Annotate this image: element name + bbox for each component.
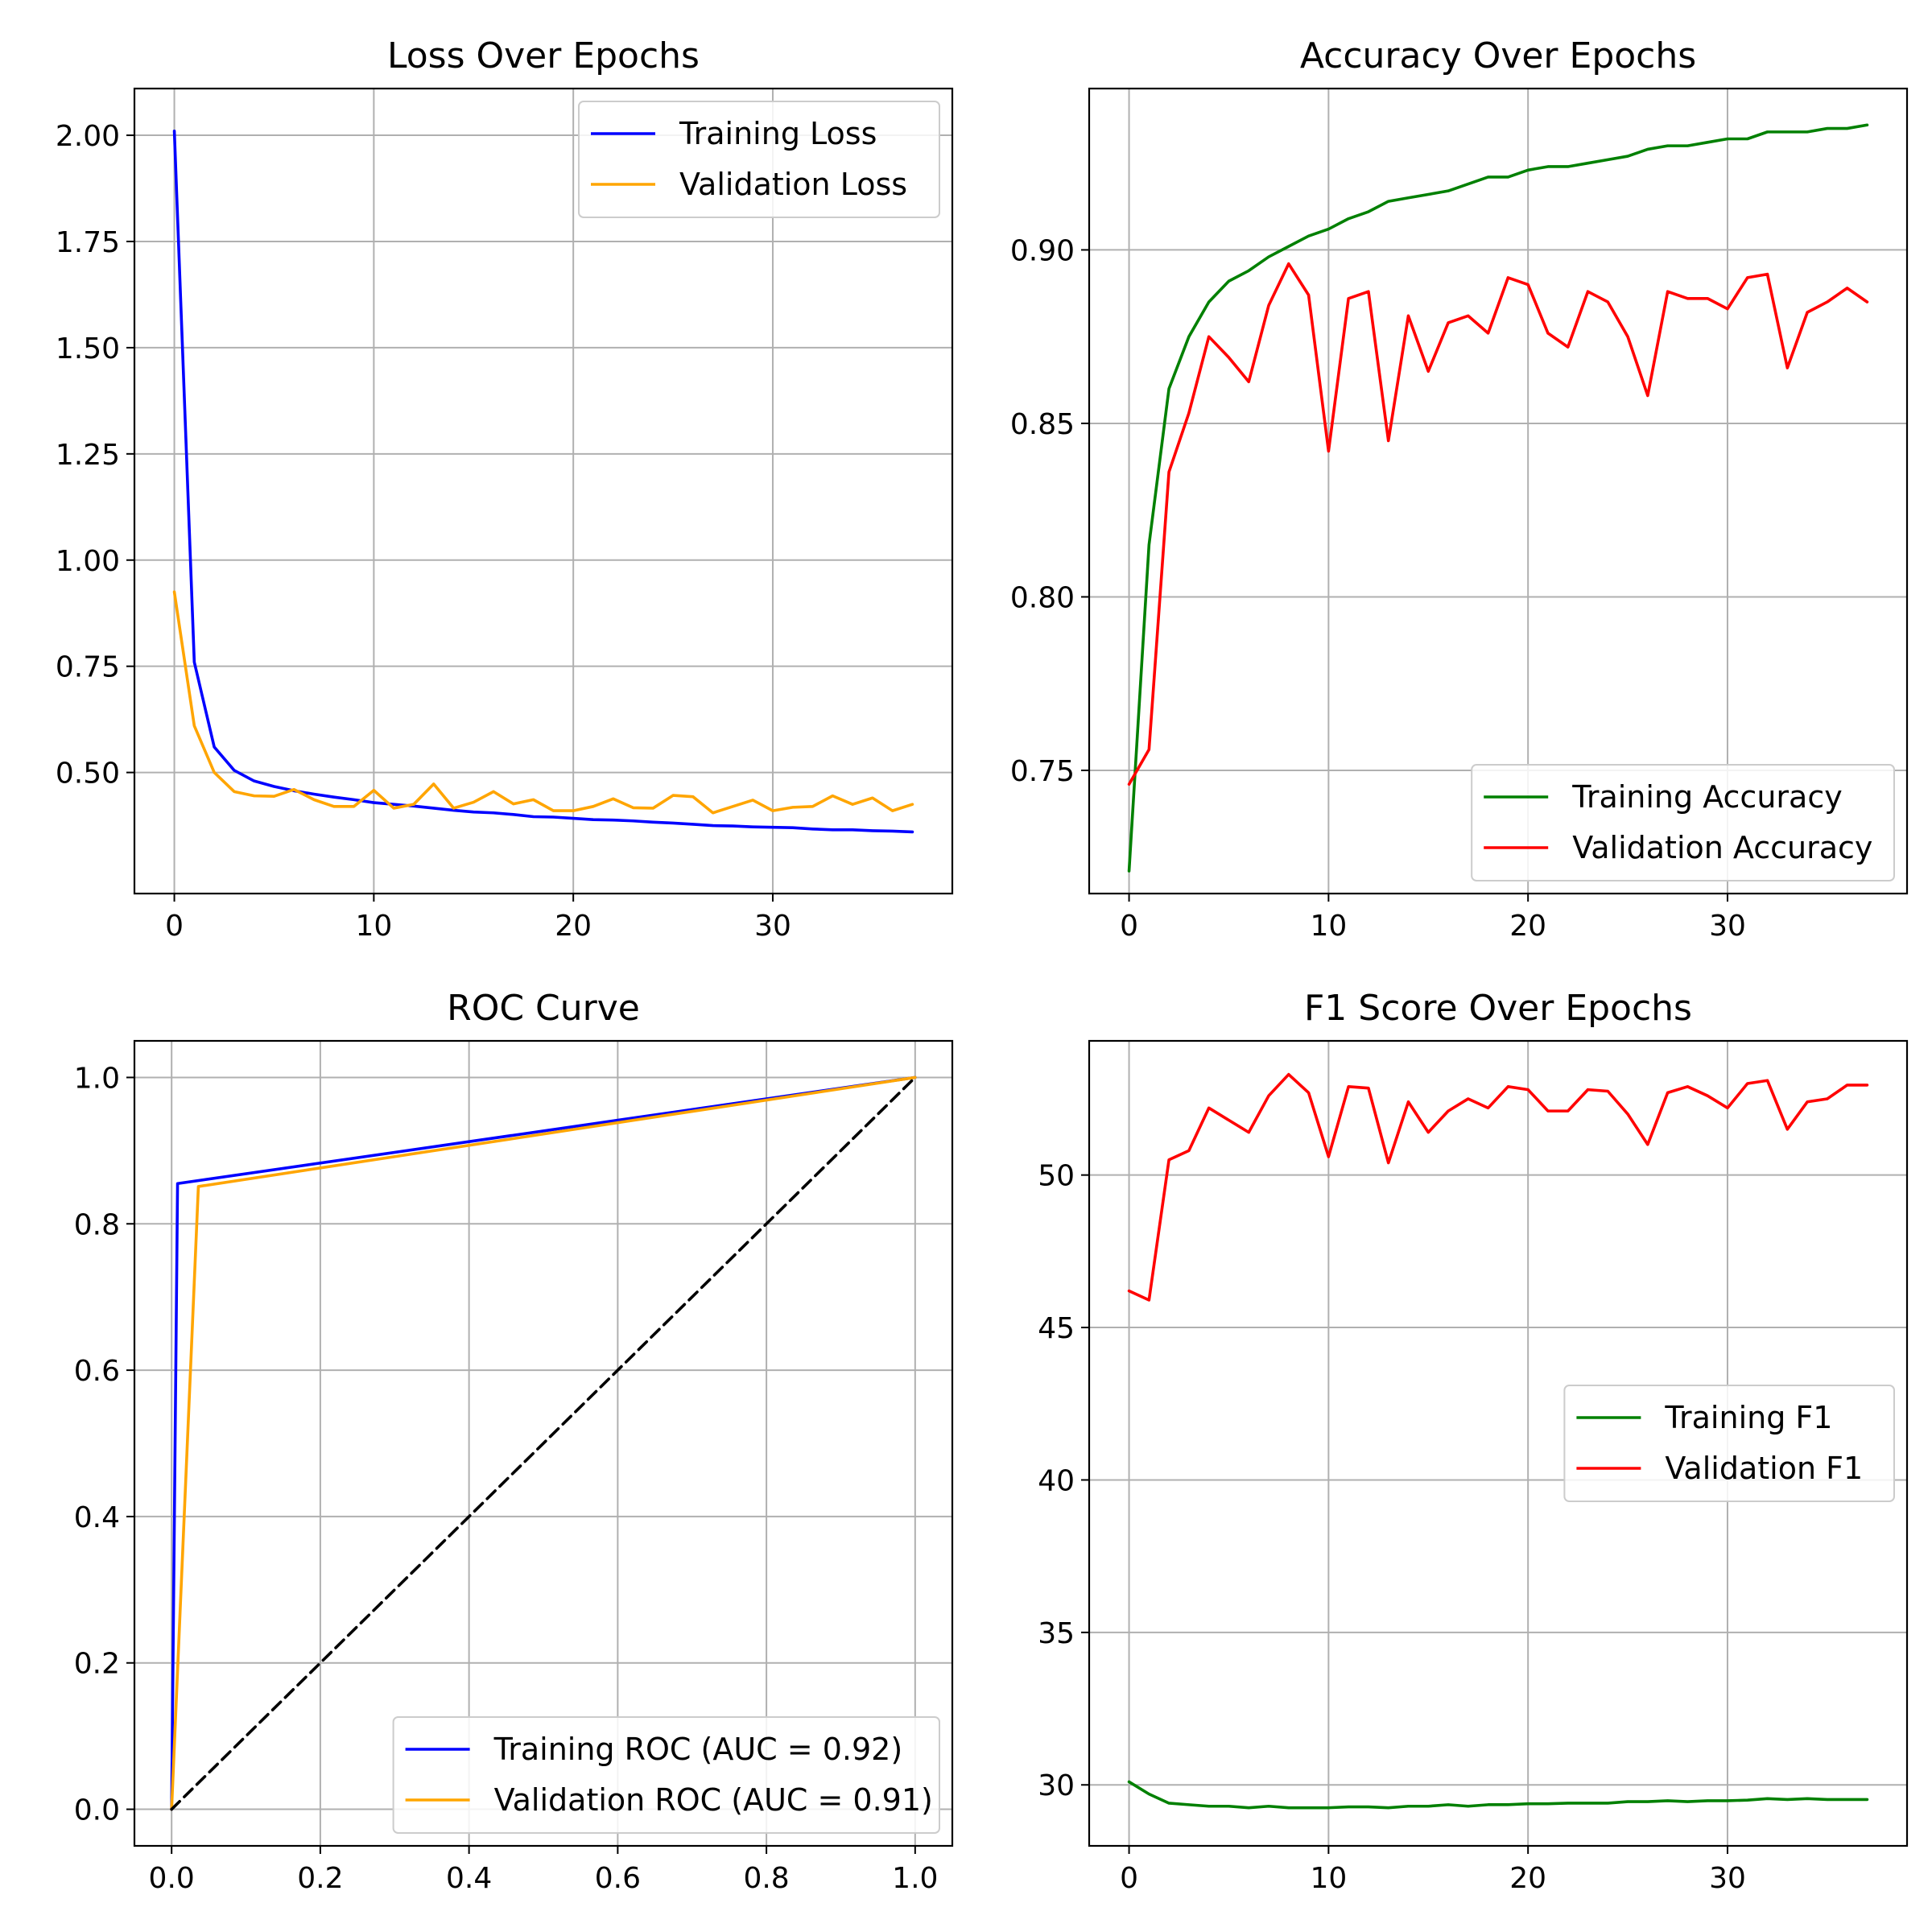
y-tick-label: 0.80 <box>1010 581 1075 614</box>
y-tick-label: 1.25 <box>56 439 120 472</box>
series-line-validation-loss <box>172 590 914 815</box>
y-tick-label: 0.4 <box>74 1501 120 1534</box>
y-tick-label: 0.8 <box>74 1208 120 1241</box>
x-tick-label: 0.8 <box>743 1862 789 1895</box>
x-tick-label: 20 <box>1509 910 1546 943</box>
y-tick-label: 1.0 <box>74 1062 120 1095</box>
legend-frame <box>578 101 940 218</box>
chart-f1: 0 10 20 30 30 35 40 45 50 F1 Score Over Epochs Tra… <box>1038 988 1909 1895</box>
chart-accuracy: 0 10 20 30 0.75 0.80 0.85 0.90 Accuracy Over Epo… <box>1010 35 1909 943</box>
legend-label: Training Loss <box>679 116 877 151</box>
y-tick-label: 45 <box>1038 1312 1075 1345</box>
y-tick-label: 0.2 <box>74 1648 120 1681</box>
chart-title: F1 Score Over Epochs <box>1304 988 1692 1029</box>
axes-frame <box>1088 87 1909 895</box>
legend: Training ROC (AUC = 0.92) Validation ROC … <box>392 1716 941 1834</box>
x-tick-label: 0.2 <box>297 1862 343 1895</box>
y-tick-label: 0.75 <box>56 651 120 684</box>
y-tick-label: 50 <box>1038 1160 1075 1193</box>
y-tick-label: 30 <box>1038 1769 1075 1802</box>
y-tick-label: 0.75 <box>1010 755 1075 788</box>
legend-label: Training ROC (AUC = 0.92) <box>493 1732 903 1767</box>
y-tick-label: 0.85 <box>1010 408 1075 441</box>
legend-frame <box>392 1716 941 1834</box>
series-line-validation-accuracy <box>1127 262 1869 786</box>
y-tick-label: 0.50 <box>56 758 120 791</box>
series-line-training-roc-auc-0-92 <box>170 1075 917 1811</box>
axes-frame <box>133 87 954 895</box>
x-tick-label: 10 <box>1310 910 1347 943</box>
y-tick-label: 40 <box>1038 1464 1075 1497</box>
y-tick-label: 35 <box>1038 1617 1075 1650</box>
x-tick-label: 20 <box>1509 1862 1546 1895</box>
legend-frame <box>1471 764 1895 881</box>
x-tick-label: 0.6 <box>595 1862 641 1895</box>
y-tick-label: 0.90 <box>1010 234 1075 267</box>
legend: Training Accuracy Validation Accuracy <box>1471 764 1895 881</box>
x-tick-label: 0.0 <box>149 1862 195 1895</box>
legend-label: Validation Loss <box>679 167 907 202</box>
series-line-validation-f1 <box>1127 1072 1869 1302</box>
chart-title: Loss Over Epochs <box>387 35 700 76</box>
chart-loss: 0 10 20 30 0.50 0.75 1.00 1.25 1.50 1.75 2.00 Loss … <box>56 35 954 943</box>
x-tick-label: 10 <box>1310 1862 1347 1895</box>
x-tick-label: 0 <box>165 910 184 943</box>
legend-frame <box>1563 1385 1896 1502</box>
legend-label: Validation Accuracy <box>1572 830 1872 865</box>
chart-title: ROC Curve <box>447 988 640 1029</box>
x-tick-label: 0 <box>1120 1862 1138 1895</box>
y-tick-label: 0.6 <box>74 1355 120 1388</box>
x-tick-label: 30 <box>754 910 791 943</box>
y-tick-label: 2.00 <box>56 120 120 153</box>
y-tick-label: 1.75 <box>56 226 120 259</box>
x-tick-label: 20 <box>555 910 592 943</box>
series-line-training-f1 <box>1127 1780 1869 1810</box>
x-tick-label: 0 <box>1120 910 1138 943</box>
legend-label: Training Accuracy <box>1571 779 1843 815</box>
legend: Training F1 Validation F1 <box>1563 1385 1896 1502</box>
chart-title: Accuracy Over Epochs <box>1300 35 1696 76</box>
legend-label: Training F1 <box>1664 1400 1832 1435</box>
series-line-training-loss <box>172 129 914 834</box>
y-tick-label: 1.50 <box>56 332 120 365</box>
axes-frame <box>1088 1039 1909 1847</box>
axes-frame <box>133 1039 954 1847</box>
x-tick-label: 10 <box>355 910 392 943</box>
series-line-diagonal-reference <box>170 1075 917 1811</box>
chart-roc: 0.0 0.2 0.4 0.6 0.8 1.0 0.0 0.2 0.4 0.6 0.8 1.0 ROC … <box>74 988 954 1895</box>
series-line-validation-roc-auc-0-91 <box>170 1075 917 1811</box>
x-tick-label: 0.4 <box>446 1862 492 1895</box>
y-tick-label: 1.00 <box>56 545 120 578</box>
x-tick-label: 30 <box>1709 910 1746 943</box>
series-line-training-accuracy <box>1127 123 1869 873</box>
x-tick-label: 30 <box>1709 1862 1746 1895</box>
x-tick-label: 1.0 <box>892 1862 938 1895</box>
legend-label: Validation F1 <box>1665 1451 1863 1486</box>
y-tick-label: 0.0 <box>74 1794 120 1827</box>
legend: Training Loss Validation Loss <box>578 101 940 218</box>
legend-label: Validation ROC (AUC = 0.91) <box>494 1782 933 1818</box>
